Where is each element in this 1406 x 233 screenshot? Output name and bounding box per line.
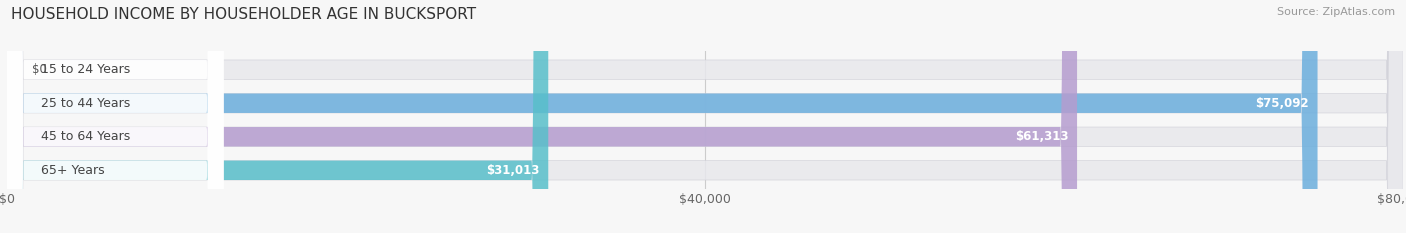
FancyBboxPatch shape xyxy=(7,0,224,233)
FancyBboxPatch shape xyxy=(7,0,1403,233)
FancyBboxPatch shape xyxy=(7,0,1403,233)
FancyBboxPatch shape xyxy=(7,0,1317,233)
Text: $0: $0 xyxy=(32,63,46,76)
FancyBboxPatch shape xyxy=(7,0,224,233)
Text: 15 to 24 Years: 15 to 24 Years xyxy=(41,63,129,76)
Text: 25 to 44 Years: 25 to 44 Years xyxy=(41,97,129,110)
Text: $61,313: $61,313 xyxy=(1015,130,1069,143)
Text: $31,013: $31,013 xyxy=(486,164,540,177)
Text: 65+ Years: 65+ Years xyxy=(41,164,104,177)
Text: $75,092: $75,092 xyxy=(1256,97,1309,110)
FancyBboxPatch shape xyxy=(7,0,224,233)
FancyBboxPatch shape xyxy=(7,0,224,233)
Text: HOUSEHOLD INCOME BY HOUSEHOLDER AGE IN BUCKSPORT: HOUSEHOLD INCOME BY HOUSEHOLDER AGE IN B… xyxy=(11,7,477,22)
FancyBboxPatch shape xyxy=(7,0,1077,233)
FancyBboxPatch shape xyxy=(7,0,548,233)
FancyBboxPatch shape xyxy=(7,0,1403,233)
Text: Source: ZipAtlas.com: Source: ZipAtlas.com xyxy=(1277,7,1395,17)
FancyBboxPatch shape xyxy=(7,0,1403,233)
Text: 45 to 64 Years: 45 to 64 Years xyxy=(41,130,129,143)
